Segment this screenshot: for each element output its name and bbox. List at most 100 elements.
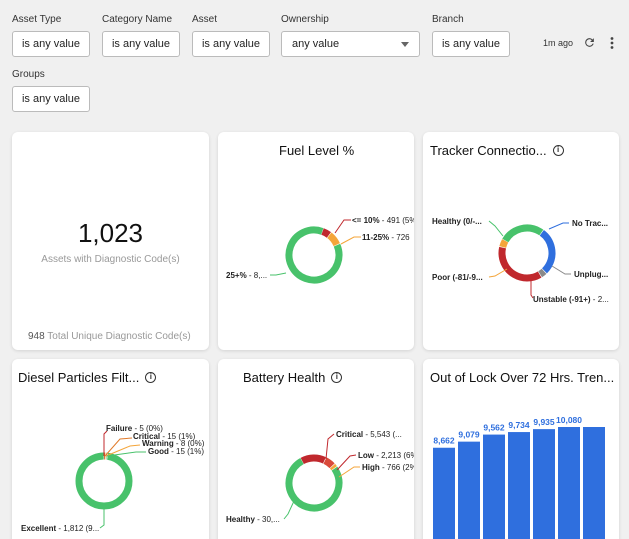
ownership-value: any value: [292, 38, 340, 50]
asset-select[interactable]: is any value: [192, 31, 270, 57]
filter-label: Asset: [192, 14, 218, 25]
filter-label: Branch: [432, 14, 464, 25]
info-icon[interactable]: i: [145, 372, 157, 383]
leader-line: [103, 430, 108, 456]
fuel-level-card[interactable]: Fuel Level % <= 10% - 491 (5% 11-25% - 7…: [218, 132, 414, 350]
data-label: <= 10% - 491 (5%: [352, 216, 414, 225]
data-label: 11-25% - 726: [362, 233, 410, 242]
leader-line: [99, 506, 105, 529]
asset-type-select[interactable]: is any value: [12, 31, 90, 57]
data-label: Healthy (0/-...: [432, 217, 482, 226]
data-label: Good - 15 (1%): [148, 447, 204, 456]
diesel-donut-chart: Failure - 5 (0%) Critical - 15 (1%) Warn…: [21, 424, 205, 533]
battery-donut-chart: Critical - 5,543 (... Low - 2,213 (6% Hi…: [226, 430, 414, 524]
bar[interactable]: [558, 427, 580, 539]
lock-title: Out of Lock Over 72 Hrs. Tren...: [430, 370, 615, 385]
tracker-donut-chart: Healthy (0/-... No Trac... Poor (-81/-9.…: [432, 217, 609, 304]
filter-category-name: Category Name is any value: [102, 14, 180, 57]
bar[interactable]: [508, 432, 530, 539]
filter-label: Category Name: [102, 14, 173, 25]
data-label: Critical - 15 (1%): [133, 432, 196, 441]
chevron-down-icon: [401, 41, 409, 47]
info-icon[interactable]: i: [552, 145, 564, 156]
bar[interactable]: [583, 427, 605, 539]
donut-slice[interactable]: [280, 449, 348, 517]
donut-slice[interactable]: [493, 219, 561, 287]
groups-select[interactable]: is any value: [12, 86, 90, 112]
tracker-title: Tracker Connectio...: [430, 143, 547, 158]
data-label: Excellent - 1,812 (9...: [21, 524, 99, 533]
filter-label: Groups: [12, 69, 45, 80]
bar[interactable]: [433, 447, 455, 539]
leader-line: [488, 220, 504, 237]
donut-slice[interactable]: [282, 223, 346, 287]
bar-data-label: 9,734: [508, 420, 530, 430]
data-label: High - 766 (2%: [362, 463, 414, 472]
leader-line: [105, 444, 141, 457]
donut-slice[interactable]: [493, 219, 561, 287]
info-icon[interactable]: i: [331, 372, 343, 383]
filter-asset: Asset is any value: [192, 14, 270, 57]
bar-data-label: 8,662: [433, 436, 455, 446]
card-title: Fuel Level %: [279, 143, 354, 158]
bar-data-label: 9,562: [483, 423, 505, 433]
data-label: Low - 2,213 (6%: [358, 451, 414, 460]
kpi-footer: 948 Total Unique Diagnostic Code(s): [28, 331, 191, 342]
diesel-title: Diesel Particles Filt...: [18, 370, 140, 385]
leader-line: [270, 272, 287, 276]
card-title: Battery Health i: [243, 370, 343, 385]
bar-data-label: 9,079: [458, 430, 480, 440]
bar-data-label: 10,080: [556, 415, 582, 425]
filter-asset-type: Asset Type is any value: [12, 14, 90, 57]
filter-branch: Branch is any value: [432, 14, 510, 57]
ownership-select[interactable]: any value: [281, 31, 420, 57]
data-label: Unplug...: [574, 270, 608, 279]
leader-line: [548, 222, 569, 230]
leader-line: [336, 454, 357, 471]
filter-groups: Groups is any value: [12, 69, 90, 112]
card-title: Tracker Connectio... i: [430, 143, 564, 158]
dashboard-toolbar: 1m ago: [543, 36, 614, 49]
battery-health-card[interactable]: Battery Health i Critical - 5,543 (... L…: [218, 359, 414, 539]
branch-select[interactable]: is any value: [432, 31, 510, 57]
kpi-card[interactable]: 1,023 Assets with Diagnostic Code(s) 948…: [12, 132, 209, 350]
leader-line: [488, 268, 508, 278]
data-label: Warning - 8 (0%): [142, 439, 205, 448]
leader-line: [325, 433, 335, 460]
out-of-lock-card[interactable]: Out of Lock Over 72 Hrs. Tren... 8,662 9,…: [423, 359, 619, 539]
bar[interactable]: [483, 434, 505, 539]
card-title: Out of Lock Over 72 Hrs. Tren...: [430, 370, 614, 385]
bar[interactable]: [533, 429, 555, 539]
fuel-title: Fuel Level %: [279, 143, 355, 158]
tracker-connection-card[interactable]: Tracker Connectio... i Healthy (0/-... N…: [423, 132, 619, 350]
data-label: Failure - 5 (0%): [106, 424, 163, 433]
battery-title: Battery Health: [243, 370, 326, 385]
kpi-value: 1,023: [77, 218, 144, 248]
bar-data-label: 9,935: [533, 417, 555, 427]
leader-line: [530, 278, 534, 299]
leader-line: [283, 500, 295, 520]
kpi-footer-value: 948: [28, 331, 45, 342]
data-label: 25+% - 8,...: [226, 271, 267, 280]
leader-line: [340, 236, 361, 245]
bar[interactable]: [458, 441, 480, 539]
data-label: Unstable (-91+) - 2...: [533, 295, 609, 304]
card-title: Diesel Particles Filt... i: [18, 370, 157, 385]
more-vert-icon[interactable]: [610, 36, 614, 49]
diesel-particles-card[interactable]: Diesel Particles Filt... i Failure - 5 (…: [12, 359, 209, 539]
leader-line: [338, 466, 360, 478]
filter-label: Asset Type: [12, 14, 62, 25]
refresh-icon[interactable]: [583, 36, 596, 49]
data-label: Critical - 5,543 (...: [336, 430, 402, 439]
donut-slice[interactable]: [493, 219, 561, 287]
donut-slice[interactable]: [75, 452, 133, 510]
category-name-select[interactable]: is any value: [102, 31, 180, 57]
donut-slice[interactable]: [282, 223, 346, 287]
data-label: Healthy - 30,...: [226, 515, 280, 524]
fuel-donut-chart: <= 10% - 491 (5% 11-25% - 726 25+% - 8,.…: [226, 216, 414, 287]
filter-ownership: Ownership any value: [281, 14, 420, 57]
leader-line: [334, 219, 351, 234]
data-label: No Trac...: [572, 219, 608, 228]
filter-label: Ownership: [281, 14, 329, 25]
